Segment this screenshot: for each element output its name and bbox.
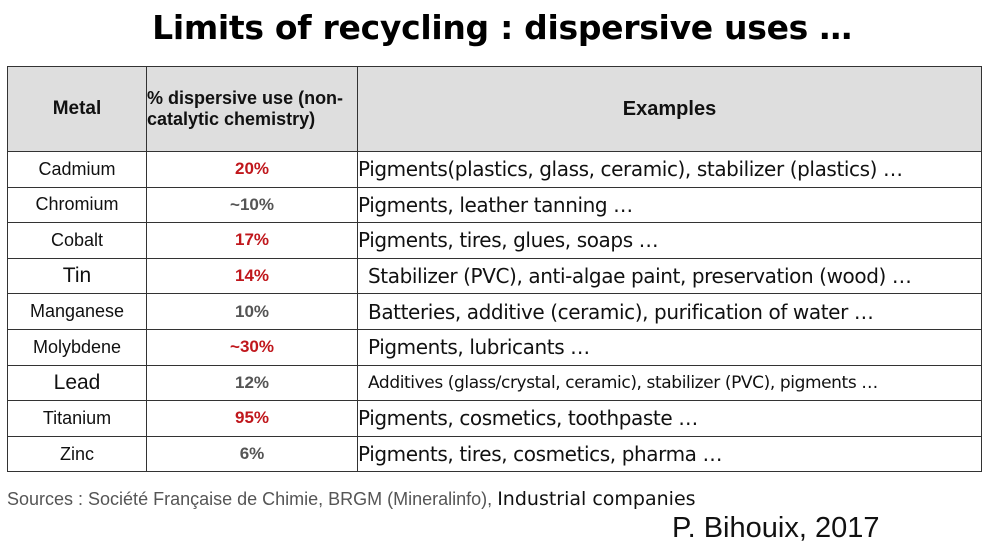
percent-value: ~10% — [146, 186, 358, 224]
table-row: Manganese 10% Batteries, additive (ceram… — [7, 293, 982, 330]
examples-text: Batteries, additive (ceramic), purificat… — [357, 293, 982, 330]
examples-text: Pigments, tires, glues, soaps … — [357, 222, 982, 259]
examples-text: Pigments, cosmetics, toothpaste … — [357, 400, 982, 437]
header-metal: Metal — [7, 66, 147, 152]
metal-name: Lead — [7, 364, 147, 402]
page-title: Limits of recycling : dispersive uses … — [152, 8, 852, 47]
percent-value: 20% — [146, 151, 358, 188]
table-row: Titanium 95% Pigments, cosmetics, toothp… — [7, 400, 982, 437]
metal-name: Titanium — [7, 400, 147, 437]
percent-value: 10% — [146, 293, 358, 330]
header-percent: % dispersive use (non-catalytic chemistr… — [146, 66, 358, 152]
table-row: Cadmium 20% Pigments(plastics, glass, ce… — [7, 151, 982, 188]
table-row: Chromium ~10% Pigments, leather tanning … — [7, 186, 982, 224]
examples-text: Additives (glass/crystal, ceramic), stab… — [357, 364, 982, 402]
sources-note: Sources : Société Française de Chimie, B… — [7, 488, 696, 510]
percent-value: 12% — [146, 364, 358, 402]
metal-name: Cadmium — [7, 151, 147, 188]
metal-name: Manganese — [7, 293, 147, 330]
table-row: Tin 14% Stabilizer (PVC), anti-algae pai… — [7, 257, 982, 295]
table-row: Cobalt 17% Pigments, tires, glues, soaps… — [7, 222, 982, 259]
table-row: Lead 12% Additives (glass/crystal, ceram… — [7, 364, 982, 402]
percent-value: ~30% — [146, 328, 358, 366]
metal-name: Molybdene — [7, 328, 147, 366]
percent-value: 14% — [146, 257, 358, 295]
metal-name: Tin — [7, 257, 147, 295]
table-row: Molybdene ~30% Pigments, lubricants … — [7, 328, 982, 366]
examples-text: Pigments, tires, cosmetics, pharma … — [357, 435, 982, 473]
sources-extra: Industrial companies — [497, 488, 696, 510]
percent-value: 95% — [146, 400, 358, 437]
percent-value: 6% — [146, 435, 358, 473]
examples-text: Pigments, leather tanning … — [357, 186, 982, 224]
metal-name: Chromium — [7, 186, 147, 224]
table-header-row: Metal % dispersive use (non-catalytic ch… — [7, 66, 982, 152]
dispersive-uses-table: Metal % dispersive use (non-catalytic ch… — [7, 66, 982, 473]
examples-text: Stabilizer (PVC), anti-algae paint, pres… — [357, 257, 982, 295]
examples-text: Pigments, lubricants … — [357, 328, 982, 366]
sources-label: Sources : Société Française de Chimie, B… — [7, 489, 493, 509]
author-credit: P. Bihouix, 2017 — [672, 512, 880, 544]
examples-text: Pigments(plastics, glass, ceramic), stab… — [357, 151, 982, 188]
table-row: Zinc 6% Pigments, tires, cosmetics, phar… — [7, 435, 982, 473]
metal-name: Zinc — [7, 435, 147, 473]
metal-name: Cobalt — [7, 222, 147, 259]
header-examples: Examples — [357, 66, 982, 152]
percent-value: 17% — [146, 222, 358, 259]
